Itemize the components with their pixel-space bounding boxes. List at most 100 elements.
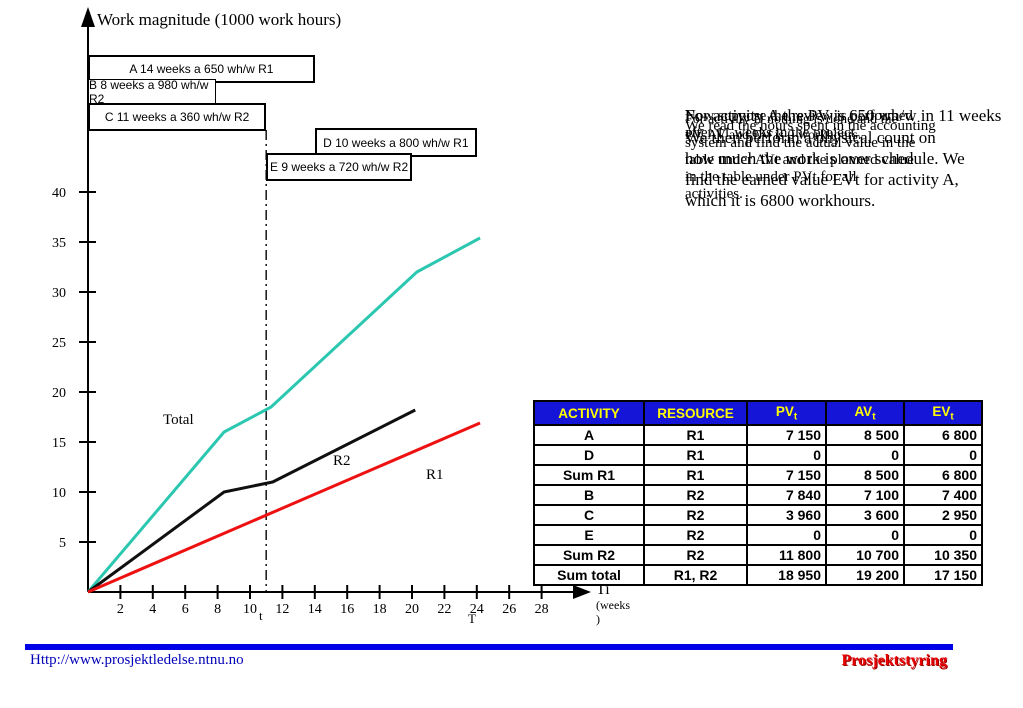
table-cell: 18 950 — [746, 564, 827, 586]
table-row: Sum R2 R2 11 800 10 700 10 350 — [533, 544, 983, 566]
table-header-cell: AVt — [825, 400, 905, 426]
y-tick-label: 40 — [52, 186, 66, 201]
x-tick-label: 8 — [214, 602, 221, 617]
x-tick-label: 4 — [149, 602, 156, 617]
x-tick-label: 2 — [117, 602, 124, 617]
table-row: B R2 7 840 7 100 7 400 — [533, 484, 983, 506]
table-header-cell: EVt — [903, 400, 983, 426]
x-tick-label: 14 — [308, 602, 322, 617]
series-line-r2 — [87, 408, 416, 594]
y-tick-label: 10 — [52, 486, 66, 501]
x-tick-label: 24 — [470, 602, 484, 617]
table-cell: C — [533, 504, 645, 526]
table-cell: R2 — [643, 524, 748, 546]
table-cell: 10 350 — [903, 544, 983, 566]
x-axis-caption-line3: ) — [596, 612, 600, 627]
x-tick-label: 12 — [275, 602, 289, 617]
t-marker-label: t — [259, 608, 263, 623]
table-cell: R1 — [643, 424, 748, 446]
table-cell: 6 800 — [903, 464, 983, 486]
series-label-r2: R2 — [333, 453, 351, 469]
y-tick-label: 5 — [59, 536, 66, 551]
table-cell: R2 — [643, 504, 748, 526]
x-axis-caption-line1: Ti — [596, 581, 610, 598]
x-tick-label: 26 — [502, 602, 516, 617]
x-tick-label: 16 — [340, 602, 354, 617]
table-cell: Sum R2 — [533, 544, 645, 566]
big-T-marker-label: T — [468, 611, 476, 626]
table-cell: 7 150 — [746, 424, 827, 446]
activity-bar-c: C 11 weeks a 360 wh/w R2 — [88, 103, 267, 131]
series-label-total: Total — [163, 412, 194, 428]
table-cell: 7 840 — [746, 484, 827, 506]
table-cell: 0 — [825, 444, 905, 466]
x-axis-arrow-icon — [573, 585, 591, 599]
footer-brand: Prosjektstyring — [841, 652, 947, 669]
table-cell: 6 800 — [903, 424, 983, 446]
table-cell: A — [533, 424, 645, 446]
table-cell: 7 150 — [746, 464, 827, 486]
earned-value-table: ACTIVITY RESOURCE PVt AVt EVt A R1 7 150 8 500 6 … — [533, 400, 983, 586]
overlapping-text-block: For activity A the PV is 650 wh/w in 11 … — [685, 106, 1023, 236]
table-cell: 3 600 — [825, 504, 905, 526]
overlap-text-layer-3: For activity D nothing is done and the P… — [685, 112, 898, 143]
table-cell: 0 — [746, 524, 827, 546]
table-row: E R2 0 0 0 — [533, 524, 983, 546]
table-row: C R2 3 960 3 600 2 950 — [533, 504, 983, 526]
table-row: A R1 7 150 8 500 6 800 — [533, 424, 983, 446]
overlap-text-layer-2: Now suppose the review is performed afte… — [685, 108, 913, 141]
table-cell: 7 400 — [903, 484, 983, 506]
table-cell: 7 100 — [825, 484, 905, 506]
table-cell: 0 — [903, 524, 983, 546]
x-tick-label: 6 — [182, 602, 189, 617]
x-tick-label: 18 — [373, 602, 387, 617]
y-tick-label: 20 — [52, 386, 66, 401]
activity-bar-b: B 8 weeks a 980 wh/w R2 — [88, 78, 216, 106]
table-cell: D — [533, 444, 645, 466]
table-cell: 10 700 — [825, 544, 905, 566]
table-cell: Sum total — [533, 564, 645, 586]
table-cell: 17 150 — [903, 564, 983, 586]
table-header-cell: RESOURCE — [643, 400, 748, 426]
series-line-r1 — [87, 421, 481, 594]
y-axis-title: Work magnitude (1000 work hours) — [97, 10, 342, 29]
x-axis-caption: Ti (weeks ) — [596, 581, 630, 627]
table-cell: 8 500 — [825, 424, 905, 446]
table-cell: 2 950 — [903, 504, 983, 526]
table-header-cell: PVt — [746, 400, 827, 426]
table-cell: 0 — [825, 524, 905, 546]
footer-divider — [25, 644, 953, 650]
x-tick-label: 10 — [243, 602, 257, 617]
table-cell: 19 200 — [825, 564, 905, 586]
table-row: Sum R1 R1 7 150 8 500 6 800 — [533, 464, 983, 486]
table-cell: R1, R2 — [643, 564, 748, 586]
table-cell: 0 — [903, 444, 983, 466]
x-tick-label: 22 — [437, 602, 451, 617]
table-cell: 3 960 — [746, 504, 827, 526]
y-tick-label: 35 — [52, 236, 66, 251]
table-cell: E — [533, 524, 645, 546]
series-label-r1: R1 — [426, 467, 444, 483]
x-tick-label: 28 — [535, 602, 549, 617]
x-tick-label: 20 — [405, 602, 419, 617]
table-header-cell: ACTIVITY — [533, 400, 645, 426]
table-cell: R2 — [643, 544, 748, 566]
x-axis-caption-line2: (weeks — [596, 598, 630, 613]
table-cell: 8 500 — [825, 464, 905, 486]
table-cell: 11 800 — [746, 544, 827, 566]
table-cell: B — [533, 484, 645, 506]
y-tick-label: 15 — [52, 436, 66, 451]
footer-url[interactable]: Http://www.prosjektledelse.ntnu.no — [30, 652, 244, 668]
overlap-text-layer-1: For activity A the PV is 650 wh/w in 11 … — [685, 106, 1002, 125]
table-cell: R2 — [643, 484, 748, 506]
table-cell: Sum R1 — [533, 464, 645, 486]
overlap-text-layer-4: We read the hours spent in the accountin… — [685, 118, 936, 202]
series-line-total — [86, 236, 481, 593]
y-axis-arrow-icon — [81, 7, 95, 27]
activity-bar-e: E 9 weeks a 720 wh/w R2 — [266, 153, 412, 181]
y-tick-label: 25 — [52, 336, 66, 351]
table-cell: R1 — [643, 464, 748, 486]
table-cell: 0 — [746, 444, 827, 466]
